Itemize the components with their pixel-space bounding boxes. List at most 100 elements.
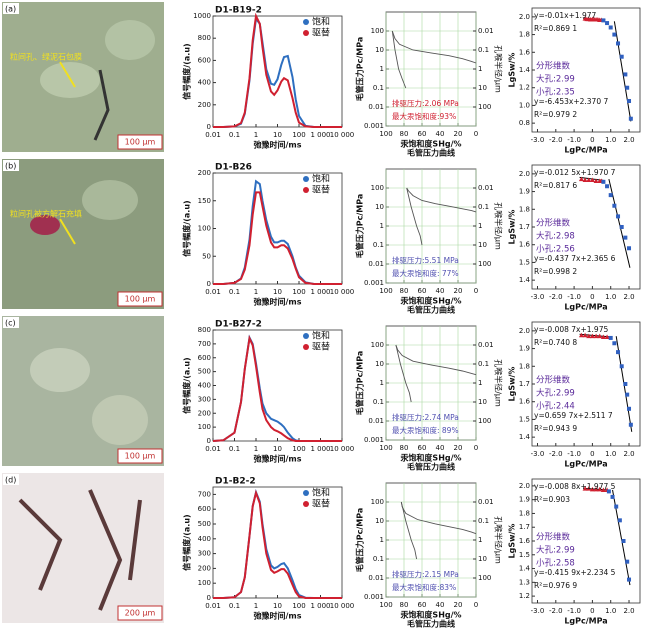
annotation: 分形维数 <box>536 375 571 386</box>
y-tick-label: 200 <box>198 169 211 177</box>
chart-title: D1-B2-2 <box>215 477 256 487</box>
y-tick-label: 100 <box>371 184 384 192</box>
y-tick-label: 1.7 <box>519 523 530 531</box>
annotation: y=-0.008 7x+1.975 <box>534 325 608 334</box>
x-tick-label: -3.0 <box>531 450 545 458</box>
point <box>582 332 588 338</box>
point <box>627 406 632 411</box>
y2-tick-label: 100 <box>478 260 491 268</box>
caption: 毛管压力曲线 <box>407 619 455 629</box>
point <box>593 333 599 339</box>
y-tick-label: 0.8 <box>519 119 530 127</box>
point <box>578 176 584 182</box>
y-tick-label: 0.01 <box>368 260 384 268</box>
y-tick-label: 700 <box>198 340 211 348</box>
legend-label: 驱替 <box>312 184 330 196</box>
point <box>597 486 603 492</box>
point <box>606 489 611 494</box>
annotation: R²=0.740 8 <box>534 338 577 347</box>
x-tick-label: 10 000 <box>330 288 355 296</box>
x-tick-label: 100 <box>292 602 305 610</box>
series-line <box>213 179 342 285</box>
series-line <box>213 191 342 285</box>
point <box>612 341 617 346</box>
scale-box <box>117 605 163 621</box>
y-tick-label: 1000 <box>193 12 211 20</box>
y2-tick-label: 1 <box>478 536 482 544</box>
y-tick-label: 1.6 <box>519 398 531 406</box>
y2-axis-label: 孔喉半径/μm <box>494 202 504 250</box>
arrow <box>59 61 76 88</box>
y2-tick-label: 0.1 <box>478 46 489 54</box>
x-axis-label: 汞饱和度SHg/% <box>399 610 461 620</box>
y-tick-label: 700 <box>198 490 211 498</box>
annotation: 大孔:2.99 <box>536 545 575 556</box>
y-axis-label: 信号幅度/(a.u) <box>182 357 192 413</box>
y-tick-label: 150 <box>198 197 211 205</box>
point <box>614 504 619 509</box>
y-tick-label: 1.9 <box>519 188 530 196</box>
y-tick-label: 1.4 <box>519 433 531 441</box>
annotation: y=-0.01x+1.977 <box>534 11 597 20</box>
point <box>593 486 599 492</box>
chart-title: D1-B19-2 <box>215 6 262 16</box>
legend-label: 饱和 <box>312 173 330 185</box>
point <box>608 193 613 198</box>
x-tick-label: 1 <box>254 602 258 610</box>
annotation: y=-0.008 8x+1.977 5 <box>534 482 616 491</box>
x-tick-label: 1.0 <box>605 136 616 144</box>
point <box>628 116 633 121</box>
point <box>582 177 588 183</box>
panel-label: (b) <box>5 162 16 171</box>
x-tick-label: 0.01 <box>205 445 221 453</box>
annotation: 小孔:2.44 <box>536 401 575 412</box>
x-axis-label: 弛豫时间/ms <box>253 297 301 307</box>
y-tick-label: 0 <box>207 280 211 288</box>
series-line <box>212 334 342 442</box>
x-tick-label: -2.0 <box>549 293 563 301</box>
x-tick-label: 80 <box>400 130 409 138</box>
y-tick-label: 1.4 <box>519 276 531 284</box>
y-tick-label: 0 <box>207 123 211 131</box>
annotation: 小孔:2.58 <box>536 558 575 569</box>
x-tick-label: 0 <box>590 607 594 615</box>
point <box>619 364 624 369</box>
x-tick-label: 0 <box>590 450 594 458</box>
y-tick-label: 500 <box>198 368 211 376</box>
x-tick-label: 100 <box>292 288 305 296</box>
scale-bar: 100 μm <box>125 138 156 147</box>
x-tick-label: 10 <box>273 288 282 296</box>
x-tick-label: 0.1 <box>229 602 240 610</box>
annotation: 排驱压力:2.15 MPa <box>392 569 459 579</box>
point <box>627 577 632 582</box>
x-tick-label: 40 <box>436 444 445 452</box>
photo-note: 粒间孔被方解石充填 <box>10 209 82 219</box>
y-tick-label: 2.0 <box>519 482 530 490</box>
legend-marker <box>303 490 309 496</box>
series-line <box>391 30 477 64</box>
x-axis-label: 弛豫时间/ms <box>253 454 301 464</box>
y-tick-label: 600 <box>198 505 211 513</box>
y-tick-label: 2.0 <box>519 170 530 178</box>
y2-tick-label: 10 <box>478 84 487 92</box>
point <box>621 539 626 543</box>
y-tick-label: 1.8 <box>519 31 530 39</box>
y-tick-label: 1 <box>380 379 384 387</box>
panel-label-box <box>3 317 19 328</box>
y-tick-label: 500 <box>198 520 211 528</box>
y-tick-label: 10 <box>375 203 384 211</box>
caption: 毛管压力曲线 <box>407 462 455 472</box>
y-tick-label: 1.2 <box>519 592 530 600</box>
annotation: 分形维数 <box>536 532 571 543</box>
legend-marker <box>303 30 309 36</box>
y-tick-label: 0.1 <box>373 555 384 563</box>
x-tick-label: 0.01 <box>205 602 221 610</box>
y-tick-label: 0 <box>207 437 211 445</box>
y-tick-label: 0.001 <box>364 593 384 601</box>
panel-label: (d) <box>5 476 16 485</box>
legend-label: 饱和 <box>312 330 330 342</box>
series-line <box>395 344 477 376</box>
arrow <box>59 218 76 245</box>
x-tick-label: 1 <box>254 445 258 453</box>
